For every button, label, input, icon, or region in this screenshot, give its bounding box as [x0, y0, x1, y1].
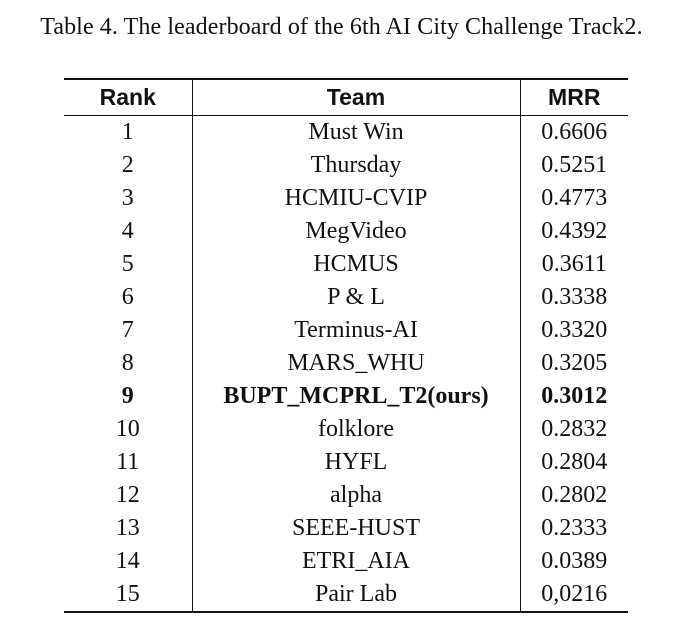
- team-cell: Pair Lab: [191, 578, 521, 612]
- team-cell: SEEE-HUST: [191, 512, 521, 545]
- team-cell: ETRI_AIA: [191, 545, 521, 578]
- table-row: 6 P & L 0.3338: [64, 281, 628, 314]
- table-row: 11 HYFL 0.2804: [64, 446, 628, 479]
- team-cell: HYFL: [191, 446, 521, 479]
- team-cell: Must Win: [191, 115, 521, 149]
- team-cell: MegVideo: [191, 215, 521, 248]
- table-row: 12 alpha 0.2802: [64, 479, 628, 512]
- team-cell: folklore: [191, 413, 521, 446]
- header-row: Rank Team MRR: [64, 79, 628, 116]
- mrr-cell: 0.5251: [541, 152, 608, 178]
- team-cell: P & L: [191, 281, 521, 314]
- mrr-cell: 0.2832: [541, 416, 608, 442]
- mrr-cell: 0.4392: [541, 218, 608, 244]
- table-row: 9 BUPT_MCPRL_T2(ours) 0.3012: [64, 380, 628, 413]
- mrr-cell: 0.3611: [541, 251, 607, 277]
- rank-cell: 3: [121, 185, 134, 211]
- team-cell: MARS_WHU: [191, 347, 521, 380]
- team-cell: HCMIU-CVIP: [191, 182, 521, 215]
- mrr-cell: 0.3205: [541, 350, 608, 376]
- team-cell: Thursday: [191, 149, 521, 182]
- rank-cell: 2: [121, 152, 134, 178]
- leaderboard-table-container: Rank Team MRR 1 Must Win 0.6606 2 Thursday 0.…: [64, 78, 628, 613]
- rank-cell: 13: [115, 515, 140, 541]
- table-caption: Table 4. The leaderboard of the 6th AI C…: [40, 14, 643, 40]
- team-cell: BUPT_MCPRL_T2(ours): [191, 380, 521, 413]
- table-row: 1 Must Win 0.6606: [64, 115, 628, 149]
- mrr-cell: 0.4773: [541, 185, 608, 211]
- rank-cell: 9: [121, 383, 134, 409]
- table-row: 8 MARS_WHU 0.3205: [64, 347, 628, 380]
- header-team: Team: [191, 79, 521, 116]
- mrr-cell: 0.6606: [541, 119, 608, 145]
- rank-cell: 11: [116, 449, 140, 475]
- rank-cell: 4: [121, 218, 134, 244]
- table-row: 3 HCMIU-CVIP 0.4773: [64, 182, 628, 215]
- header-mrr: MRR: [520, 79, 628, 116]
- mrr-cell: 0.3338: [541, 284, 608, 310]
- team-cell: Terminus-AI: [191, 314, 521, 347]
- table-row: 14 ETRI_AIA 0.0389: [64, 545, 628, 578]
- mrr-cell: 0,0216: [541, 581, 608, 607]
- table-body: 1 Must Win 0.6606 2 Thursday 0.5251 3 HCMIU-CVI…: [64, 115, 628, 612]
- table-row: 2 Thursday 0.5251: [64, 149, 628, 182]
- rank-cell: 1: [121, 119, 134, 145]
- leaderboard-table: Rank Team MRR 1 Must Win 0.6606 2 Thursday 0.…: [64, 78, 628, 613]
- rank-cell: 8: [121, 350, 134, 376]
- mrr-cell: 0.3012: [541, 383, 608, 409]
- mrr-cell: 0.2802: [541, 482, 608, 508]
- rank-cell: 6: [121, 284, 134, 310]
- rank-cell: 7: [121, 317, 134, 343]
- rank-cell: 5: [121, 251, 134, 277]
- table-row: 10 folklore 0.2832: [64, 413, 628, 446]
- header-rank: Rank: [64, 79, 192, 116]
- mrr-cell: 0.3320: [541, 317, 608, 343]
- team-cell: alpha: [191, 479, 521, 512]
- rank-cell: 14: [115, 548, 140, 574]
- mrr-cell: 0.2804: [541, 449, 608, 475]
- rank-cell: 10: [115, 416, 140, 442]
- table-row: 4 MegVideo 0.4392: [64, 215, 628, 248]
- mrr-cell: 0.0389: [541, 548, 608, 574]
- mrr-cell: 0.2333: [541, 515, 608, 541]
- table-row: 7 Terminus-AI 0.3320: [64, 314, 628, 347]
- table-row: 13 SEEE-HUST 0.2333: [64, 512, 628, 545]
- rank-cell: 15: [115, 581, 140, 607]
- table-row: 15 Pair Lab 0,0216: [64, 578, 628, 612]
- team-cell: HCMUS: [191, 248, 521, 281]
- rank-cell: 12: [115, 482, 140, 508]
- table-row: 5 HCMUS 0.3611: [64, 248, 628, 281]
